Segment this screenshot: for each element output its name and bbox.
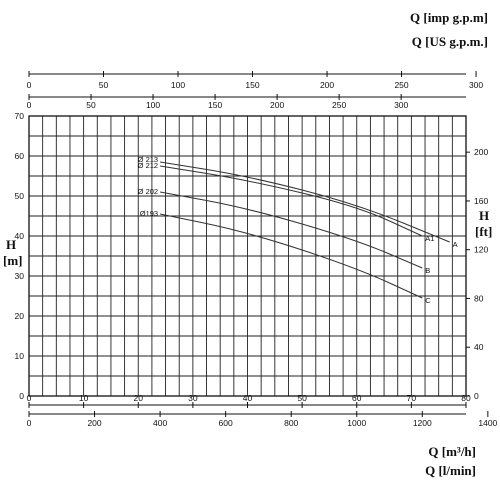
lmin-tick-label: 1400 [478,418,497,428]
us-gpm-tick-label: 100 [146,100,160,110]
imp-gpm-tick-label: 100 [171,80,185,90]
curve-C [159,213,423,299]
m3h-tick-label: 20 [134,393,144,403]
us-gpm-tick-label: 0 [27,100,32,110]
h-feet-bracket: [ft] [475,224,493,239]
y-tick-label-m: 50 [15,191,25,201]
lmin-tick-label: 0 [27,418,32,428]
ft-tick-label: 200 [474,147,488,157]
lmin-tick-label: 800 [284,418,298,428]
y-tick-label-m: 30 [15,271,25,281]
curve-diameter-label: Ø193 [140,209,158,218]
curve-end-label: B [425,266,430,275]
curve-A [160,161,450,243]
us-gpm-tick-label: 200 [270,100,284,110]
imp-gpm-unit-label: Q [imp g.p.m] [410,10,488,25]
us-gpm-tick-label: 250 [332,100,346,110]
lmin-unit-label: Q [l/min] [425,463,476,478]
curve-end-label: A1 [425,234,434,243]
us-gpm-unit-label: Q [US g.p.m.] [411,34,488,49]
lmin-tick-label: 1200 [413,418,432,428]
lmin-tick-label: 600 [219,418,233,428]
h-meter-letter: H [6,237,17,252]
imp-gpm-tick-label: 150 [245,80,259,90]
y-tick-label-m: 10 [15,351,25,361]
m3h-tick-label: 10 [79,393,89,403]
y-tick-label-m: 70 [15,111,25,121]
y-tick-label-m: 0 [19,391,24,401]
curve-diameter-label: Ø 213 [138,155,158,164]
h-meter-unit-label: H [m] [3,237,23,269]
m3h-tick-label: 50 [297,393,307,403]
y-tick-label-m: 40 [15,231,25,241]
h-feet-unit-label: H [ft] [475,208,492,240]
h-meter-bracket: [m] [3,253,23,268]
ft-tick-label: 160 [474,196,488,206]
curve-end-label: A [453,240,458,249]
h-feet-letter: H [479,208,490,223]
imp-gpm-tick-label: 300 [469,80,483,90]
us-gpm-tick-label: 50 [86,100,96,110]
imp-gpm-tick-label: 200 [320,80,334,90]
curve-end-label: C [425,296,431,305]
grid-lines [28,115,467,397]
ft-tick-label: 120 [474,245,488,255]
us-gpm-tick-label: 300 [394,100,408,110]
m3h-unit-label: Q [m³/h] [428,444,476,459]
us-gpm-tick-label: 150 [208,100,222,110]
lmin-tick-label: 1000 [347,418,366,428]
imp-gpm-tick-label: 0 [27,80,32,90]
curve-diameter-label: Ø 212 [138,161,158,170]
imp-gpm-tick-label: 50 [99,80,109,90]
y-tick-label-m: 60 [15,151,25,161]
y-tick-label-m: 20 [15,311,25,321]
ft-tick-label: 0 [474,391,479,401]
m3h-tick-label: 60 [352,393,362,403]
m3h-tick-label: 40 [243,393,253,403]
m3h-tick-label: 30 [188,393,198,403]
lmin-tick-label: 200 [87,418,101,428]
lmin-tick-label: 400 [153,418,167,428]
m3h-tick-label: 0 [27,393,32,403]
curve-diameter-label: Ø 202 [138,187,158,196]
ft-tick-label: 40 [474,342,484,352]
ft-tick-label: 80 [474,293,484,303]
curve-A1 [160,165,423,237]
imp-gpm-tick-label: 250 [394,80,408,90]
curve-B [160,191,423,269]
m3h-tick-label: 70 [407,393,417,403]
m3h-tick-label: 80 [461,393,471,403]
